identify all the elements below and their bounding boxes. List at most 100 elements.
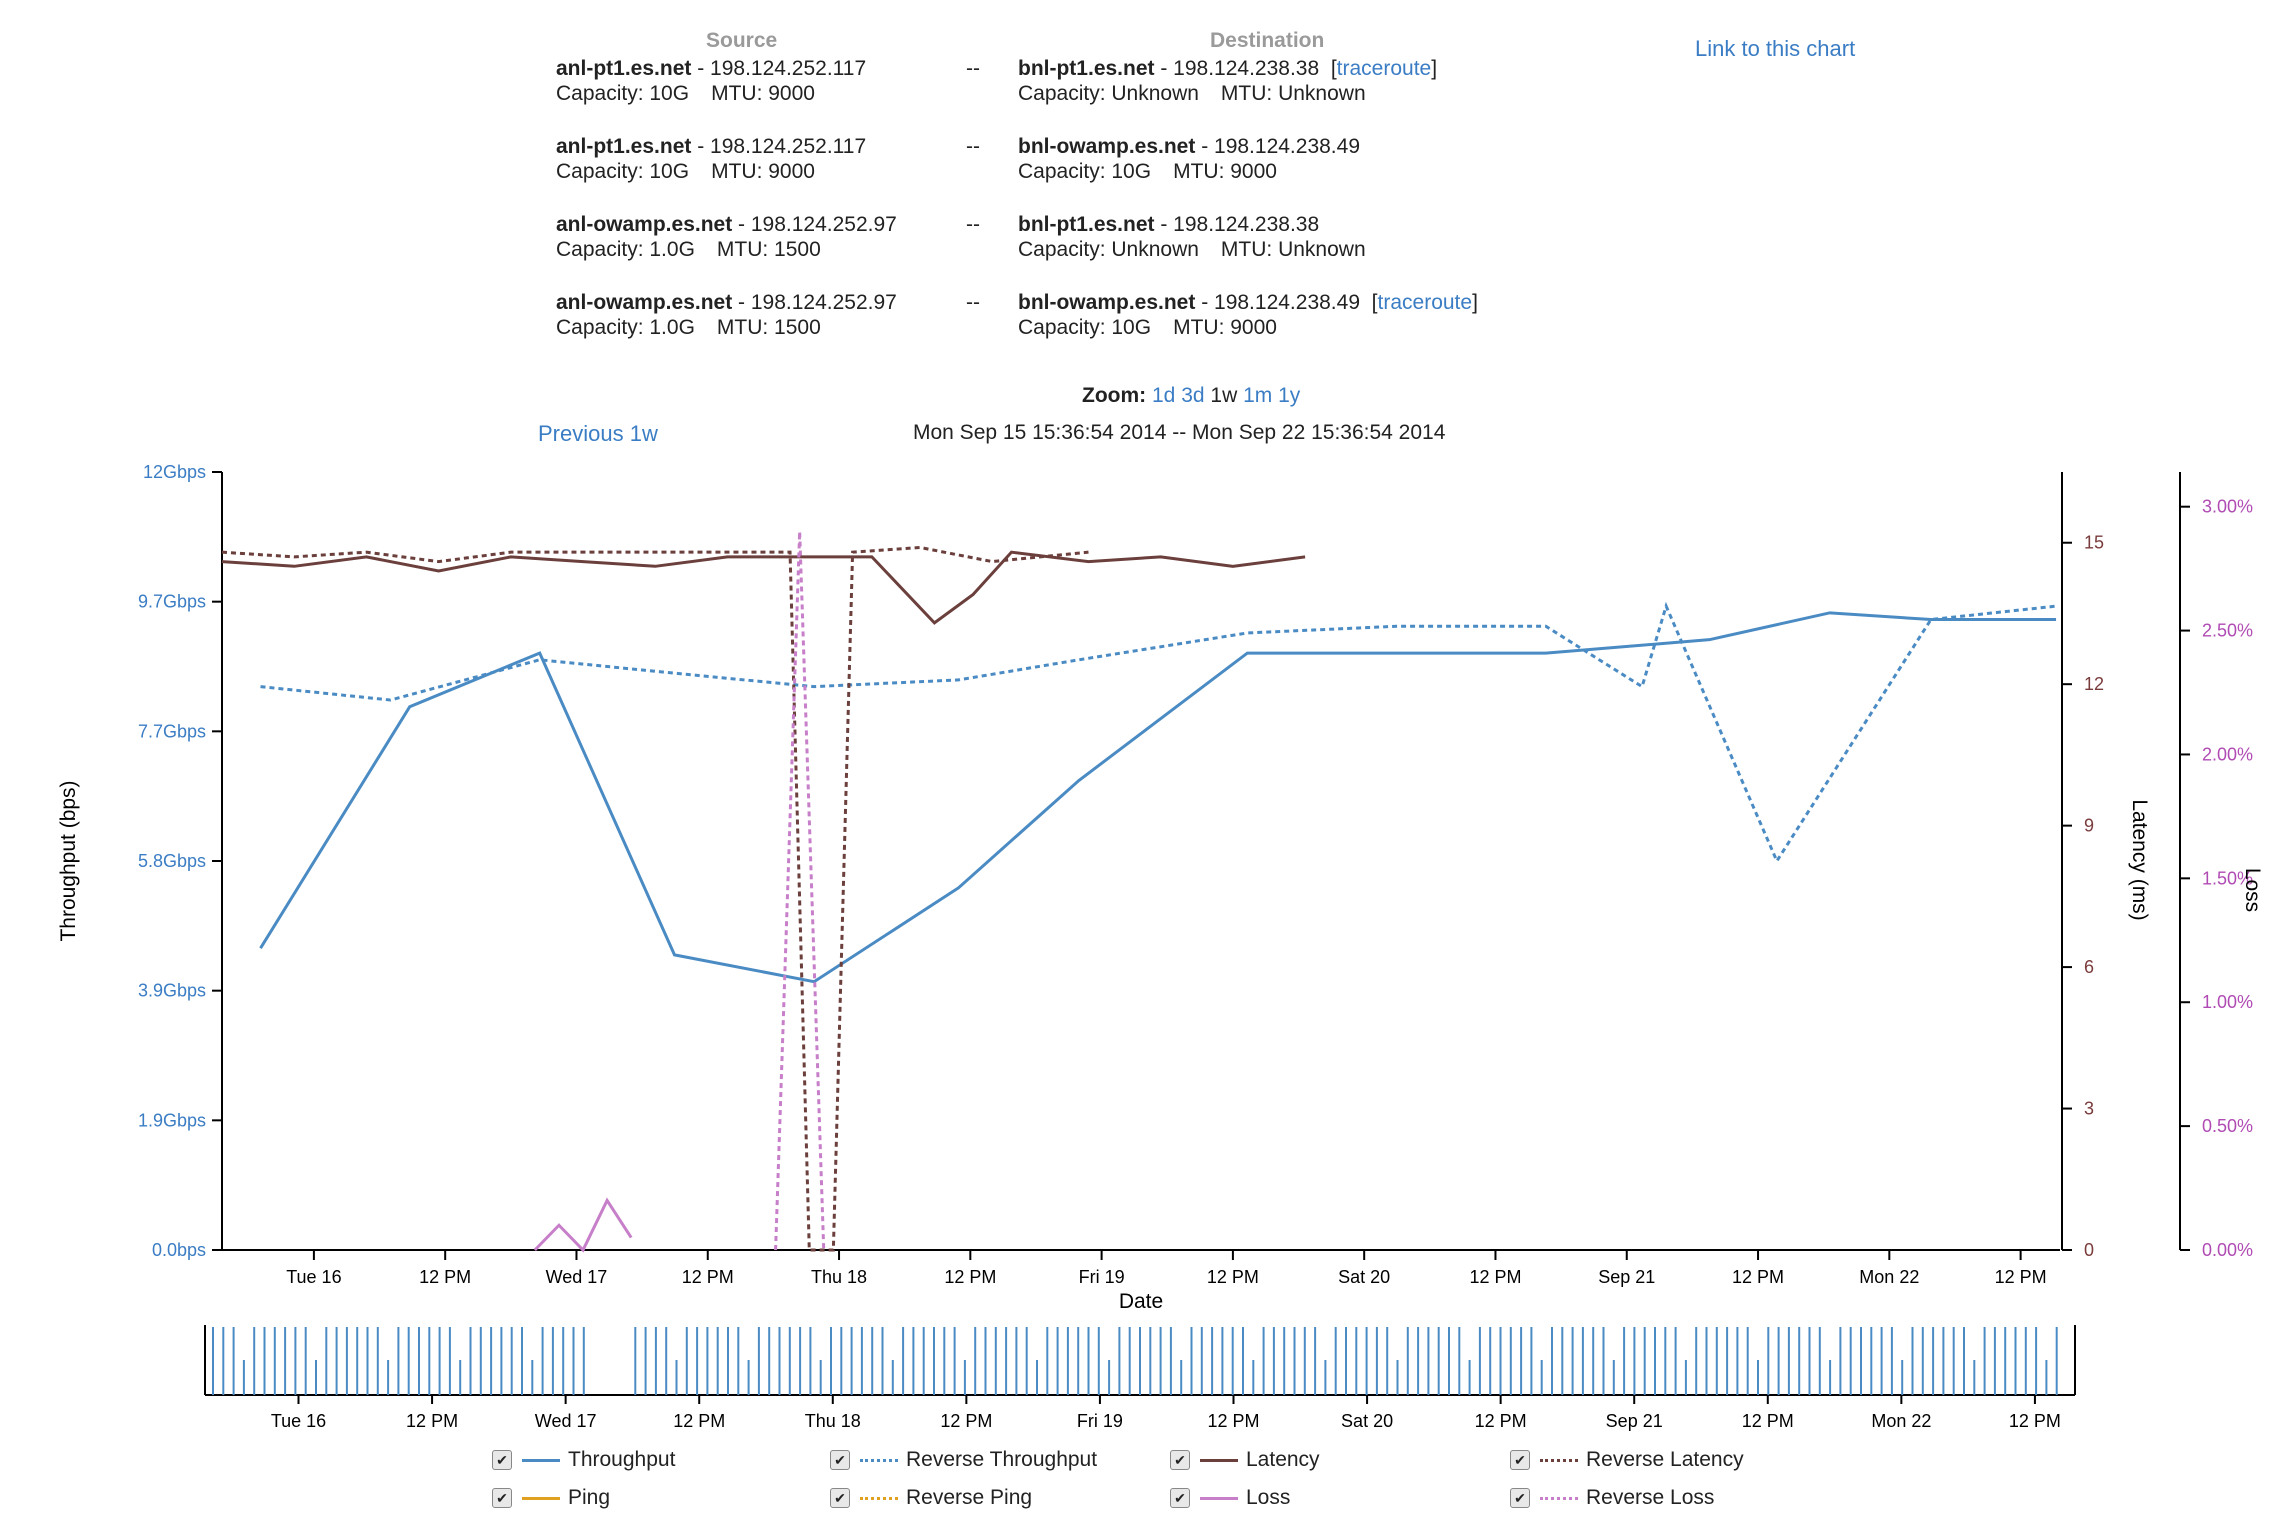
endpoint-pair: anl-owamp.es.net - 198.124.252.97 Capacit… [556, 212, 1556, 264]
x-axis-label: Date [1119, 1290, 1163, 1313]
destination-host: bnl-owamp.es.net [1018, 291, 1196, 314]
legend-label: Throughput [568, 1448, 676, 1471]
legend-checkbox[interactable]: ✔ [830, 1450, 850, 1470]
y-tick-label: 9.7Gbps [138, 592, 206, 612]
latency-tick-label: 12 [2084, 674, 2104, 694]
overview-tick-label: 12 PM [940, 1411, 992, 1431]
link-to-chart[interactable]: Link to this chart [1695, 36, 1856, 61]
legend-checkbox[interactable]: ✔ [830, 1488, 850, 1508]
y-tick-label: 12Gbps [143, 462, 206, 482]
x-tick-label: Fri 19 [1079, 1267, 1125, 1287]
zoom-option-1y[interactable]: 1y [1272, 384, 1301, 407]
series-line-latency [221, 550, 1306, 625]
source-capacity: Capacity: 10G [556, 160, 690, 183]
loss-tick-label: 2.00% [2202, 744, 2253, 764]
traceroute-link[interactable]: traceroute [1336, 57, 1432, 80]
legend-item[interactable]: ✔ Ping [492, 1486, 610, 1510]
destination-capacity: Capacity: 10G [1018, 160, 1152, 183]
legend-swatch [1200, 1458, 1238, 1462]
legend-item[interactable]: ✔ Reverse Ping [830, 1486, 1032, 1510]
loss-tick-label: 1.00% [2202, 992, 2253, 1012]
destination-endpoint: bnl-pt1.es.net - 198.124.238.38 Capacity:… [1018, 212, 1366, 262]
legend-item[interactable]: ✔ Latency [1170, 1448, 1320, 1472]
legend-swatch [860, 1458, 898, 1462]
overview-tick-label: 12 PM [2009, 1411, 2061, 1431]
x-tick-label: Sep 21 [1598, 1267, 1655, 1287]
series-line-throughput [259, 611, 2057, 984]
legend-checkbox[interactable]: ✔ [1510, 1488, 1530, 1508]
zoom-option-3d[interactable]: 3d [1175, 384, 1205, 407]
series-line-reverse-loss [774, 531, 826, 1251]
legend-item[interactable]: ✔ Reverse Loss [1510, 1486, 1714, 1510]
legend-label: Reverse Loss [1586, 1486, 1715, 1509]
destination-host: bnl-owamp.es.net [1018, 135, 1196, 158]
legend-item[interactable]: ✔ Reverse Latency [1510, 1448, 1744, 1472]
overview-tick-label: 12 PM [673, 1411, 725, 1431]
source-ip: - 198.124.252.97 [732, 213, 897, 236]
destination-ip: - 198.124.238.38 [1154, 213, 1320, 236]
endpoint-pair: anl-pt1.es.net - 198.124.252.117 Capacity… [556, 56, 1556, 108]
source-host: anl-pt1.es.net [556, 57, 692, 80]
zoom-label: Zoom: [1082, 384, 1147, 407]
destination-capacity: Capacity: Unknown [1018, 238, 1199, 261]
x-tick-label: 12 PM [1207, 1267, 1259, 1287]
overview-tick-label: 12 PM [1742, 1411, 1794, 1431]
legend-item[interactable]: ✔ Reverse Throughput [830, 1448, 1097, 1472]
source-mtu: MTU: 1500 [716, 238, 821, 261]
overview-tick-label: Sat 20 [1341, 1411, 1393, 1431]
source-host: anl-owamp.es.net [556, 291, 733, 314]
series-line-reverse-latency [221, 545, 1089, 1252]
loss-tick-label: 0.50% [2202, 1116, 2253, 1136]
loss-tick-label: 0.00% [2202, 1240, 2253, 1260]
destination-ip: - 198.124.238.38 [1154, 57, 1320, 80]
zoom-option-1w: 1w [1204, 384, 1238, 407]
y-tick-label: 5.8Gbps [138, 851, 206, 871]
loss-tick-label: 1.50% [2202, 868, 2253, 888]
source-mtu: MTU: 9000 [711, 82, 815, 105]
source-ip: - 198.124.252.97 [732, 291, 897, 314]
legend-swatch [522, 1496, 560, 1500]
legend-label: Reverse Ping [906, 1486, 1033, 1509]
destination-mtu: MTU: 9000 [1173, 160, 1277, 183]
legend-item[interactable]: ✔ Throughput [492, 1448, 675, 1472]
legend-swatch [860, 1496, 898, 1500]
x-tick-label: Thu 18 [811, 1267, 867, 1287]
destination-ip: - 198.124.238.49 [1195, 135, 1360, 158]
destination-capacity: Capacity: 10G [1018, 316, 1152, 339]
source-ip: - 198.124.252.117 [691, 135, 867, 158]
overview-tick-label: Sep 21 [1606, 1411, 1663, 1431]
x-tick-label: 12 PM [1469, 1267, 1521, 1287]
legend-swatch [1540, 1496, 1578, 1500]
y-axis-label-throughput: Throughput (bps) [57, 780, 80, 941]
x-tick-label: 12 PM [944, 1267, 996, 1287]
destination-mtu: MTU: 9000 [1173, 316, 1277, 339]
destination-capacity: Capacity: Unknown [1018, 82, 1199, 105]
zoom-option-1m[interactable]: 1m [1237, 384, 1273, 407]
overview-tick-label: 12 PM [1475, 1411, 1527, 1431]
source-mtu: MTU: 1500 [716, 316, 821, 339]
legend-checkbox[interactable]: ✔ [492, 1488, 512, 1508]
series-line-loss [533, 1197, 633, 1253]
legend-swatch [1540, 1458, 1578, 1462]
destination-endpoint: bnl-owamp.es.net - 198.124.238.49 [trace… [1018, 291, 1478, 339]
legend-checkbox[interactable]: ✔ [1170, 1488, 1190, 1508]
y-tick-label: 3.9Gbps [138, 981, 206, 1001]
destination-host: bnl-pt1.es.net [1018, 213, 1155, 236]
x-tick-label: Sat 20 [1338, 1267, 1390, 1287]
previous-week-link[interactable]: Previous 1w [538, 421, 658, 446]
traceroute-link[interactable]: traceroute [1377, 291, 1473, 314]
zoom-bar: Zoom: 1d 3d 1w 1m 1y [1082, 384, 1300, 408]
endpoint-pair: anl-owamp.es.net - 198.124.252.97 Capacit… [556, 290, 1556, 342]
destination-endpoint: bnl-owamp.es.net - 198.124.238.49 Capacit… [1018, 134, 1360, 184]
x-tick-label: 12 PM [1995, 1267, 2047, 1287]
legend-checkbox[interactable]: ✔ [492, 1450, 512, 1470]
legend-checkbox[interactable]: ✔ [1510, 1450, 1530, 1470]
zoom-option-1d[interactable]: 1d [1152, 384, 1176, 407]
legend-checkbox[interactable]: ✔ [1170, 1450, 1190, 1470]
pair-separator: -- [966, 291, 980, 314]
source-header: Source [706, 29, 778, 52]
latency-tick-label: 15 [2084, 533, 2104, 553]
legend-item[interactable]: ✔ Loss [1170, 1486, 1290, 1510]
